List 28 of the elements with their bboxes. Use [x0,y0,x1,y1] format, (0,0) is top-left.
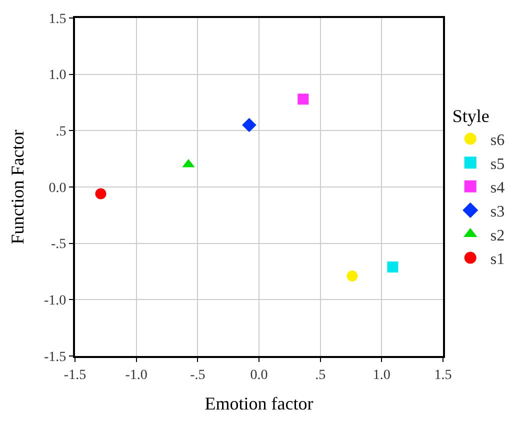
point [387,261,398,272]
legend-label: s5 [490,156,505,173]
x-tick-label: 1.0 [372,368,390,383]
x-tick-label: -1.5 [64,368,86,383]
point [346,270,358,282]
point [95,188,106,200]
y-tick-label: 1.0 [48,68,66,84]
point [298,94,309,105]
legend-title: Style [452,106,490,126]
x-tick-label: -.5 [190,368,206,383]
x-tick-label: 1.5 [434,368,452,383]
x-tick-label: -1.0 [125,368,148,383]
legend-label: s6 [490,132,505,150]
y-tick-label: .5 [56,124,66,140]
legend-label: s3 [490,203,505,220]
point [242,118,256,132]
legend-label: s1 [490,251,505,268]
legend-label: s4 [490,180,505,197]
x-tick-label: .5 [315,368,326,383]
legend-label: s2 [490,227,505,244]
y-tick-label: -1.5 [44,350,66,365]
y-axis-title: Function Factor [8,130,28,244]
x-axis-title: Emotion factor [204,393,314,414]
y-tick-label: -.5 [51,237,66,252]
x-tick-label: 0.0 [250,368,268,383]
y-tick-label: 1.5 [48,12,66,27]
y-tick-label: -1.0 [44,294,66,309]
y-tick-label: 0.0 [48,180,66,196]
